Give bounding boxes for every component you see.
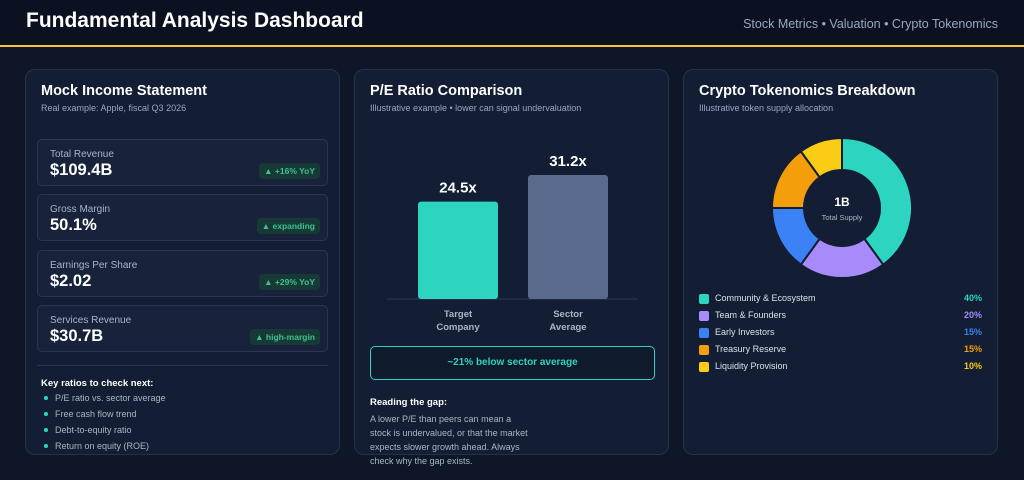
metric-label: Total Revenue bbox=[50, 149, 114, 160]
metric-label: Earnings Per Share bbox=[50, 260, 138, 271]
bar-value-label: 24.5x bbox=[439, 180, 477, 197]
legend-percent: 15% bbox=[963, 327, 982, 337]
income-statement-card: Mock Income Statement Real example: Appl… bbox=[25, 69, 340, 455]
metric-label: Gross Margin bbox=[50, 204, 111, 215]
pe-ratio-card: P/E Ratio Comparison Illustrative exampl… bbox=[354, 69, 669, 466]
bullet-icon bbox=[44, 412, 48, 416]
legend-percent: 40% bbox=[963, 293, 982, 303]
legend-row: Team & Founders 20% bbox=[699, 310, 982, 324]
legend-label: Team & Founders bbox=[715, 310, 787, 320]
legend-swatch bbox=[699, 294, 709, 304]
page-subtitle: Stock Metrics • Valuation • Crypto Token… bbox=[743, 17, 998, 31]
pe-card-title: P/E Ratio Comparison bbox=[370, 83, 523, 99]
metric-label: Services Revenue bbox=[50, 315, 132, 326]
legend-label: Liquidity Provision bbox=[715, 361, 788, 371]
bullet-icon bbox=[44, 428, 48, 432]
page-title: Fundamental Analysis Dashboard bbox=[26, 9, 364, 32]
bar-value-label: 31.2x bbox=[549, 153, 587, 170]
bar-target-company bbox=[418, 201, 498, 299]
pe-callout: ~21% below sector average bbox=[370, 346, 655, 380]
legend-percent: 20% bbox=[963, 310, 982, 320]
legend-swatch bbox=[699, 311, 709, 321]
legend-percent: 15% bbox=[963, 344, 982, 354]
donut-slice-community-ecosystem bbox=[841, 136, 913, 267]
pe-bar-chart: 24.5x Target Company 31.2x Sector Average bbox=[387, 153, 638, 333]
gap-title: Reading the gap: bbox=[370, 397, 448, 408]
metric-value: $30.7B bbox=[50, 327, 104, 345]
tokenomics-donut-chart: 1B Total Supply bbox=[770, 136, 913, 279]
bar-sector-average bbox=[528, 175, 608, 299]
tokenomics-card-title: Crypto Tokenomics Breakdown bbox=[699, 83, 916, 99]
legend-label: Treasury Reserve bbox=[715, 344, 787, 354]
metric-badge: ▲ expanding bbox=[256, 218, 320, 234]
ratio-item: P/E ratio vs. sector average bbox=[55, 393, 166, 403]
category-label: Target Company bbox=[436, 309, 480, 333]
legend-swatch bbox=[699, 345, 709, 355]
section-divider bbox=[37, 365, 328, 366]
ratios-title: Key ratios to check next: bbox=[41, 378, 154, 389]
bullet-icon bbox=[44, 444, 48, 448]
legend-percent: 10% bbox=[963, 361, 982, 371]
metric-value: 50.1% bbox=[50, 216, 97, 234]
ratio-item: Debt-to-equity ratio bbox=[55, 425, 132, 435]
tokenomics-card: Crypto Tokenomics Breakdown Illustrative… bbox=[683, 69, 998, 455]
dashboard-header: Fundamental Analysis Dashboard Stock Met… bbox=[0, 0, 1024, 47]
metric-total-revenue: Total Revenue $109.4B ▲ +16% YoY bbox=[37, 139, 328, 186]
category-label: Sector Average bbox=[549, 309, 586, 333]
metric-value: $2.02 bbox=[50, 272, 92, 290]
legend-row: Community & Ecosystem 40% bbox=[699, 293, 982, 307]
metric-badge: ▲ +29% YoY bbox=[259, 274, 320, 290]
donut-center-value: 1B bbox=[834, 195, 850, 209]
legend-swatch bbox=[699, 362, 709, 372]
donut-center-label: Total Supply bbox=[822, 213, 863, 222]
metric-badge: ▲ +16% YoY bbox=[259, 163, 320, 179]
gap-text: A lower P/E than peers can mean a stock … bbox=[370, 414, 528, 466]
metric-gross-margin: Gross Margin 50.1% ▲ expanding bbox=[37, 194, 328, 241]
metric-services-revenue: Services Revenue $30.7B ▲ high-margin bbox=[37, 305, 328, 352]
metric-eps: Earnings Per Share $2.02 ▲ +29% YoY bbox=[37, 250, 328, 297]
tokenomics-card-subtitle: Illustrative token supply allocation bbox=[699, 103, 834, 113]
metric-badge: ▲ high-margin bbox=[250, 329, 320, 345]
bullet-icon bbox=[44, 396, 48, 400]
legend-row: Early Investors 15% bbox=[699, 327, 982, 341]
ratio-item: Return on equity (ROE) bbox=[55, 441, 150, 451]
legend-row: Liquidity Provision 10% bbox=[699, 361, 982, 375]
legend-label: Early Investors bbox=[715, 327, 775, 337]
legend-label: Community & Ecosystem bbox=[715, 293, 816, 303]
ratio-item: Free cash flow trend bbox=[55, 409, 137, 419]
legend-swatch bbox=[699, 328, 709, 338]
income-card-title: Mock Income Statement bbox=[41, 83, 207, 99]
metric-value: $109.4B bbox=[50, 161, 113, 179]
donut-slice-liquidity-provision bbox=[799, 136, 843, 179]
income-card-subtitle: Real example: Apple, fiscal Q3 2026 bbox=[41, 103, 187, 113]
legend-row: Treasury Reserve 15% bbox=[699, 344, 982, 358]
pe-card-subtitle: Illustrative example • lower can signal … bbox=[370, 103, 582, 113]
